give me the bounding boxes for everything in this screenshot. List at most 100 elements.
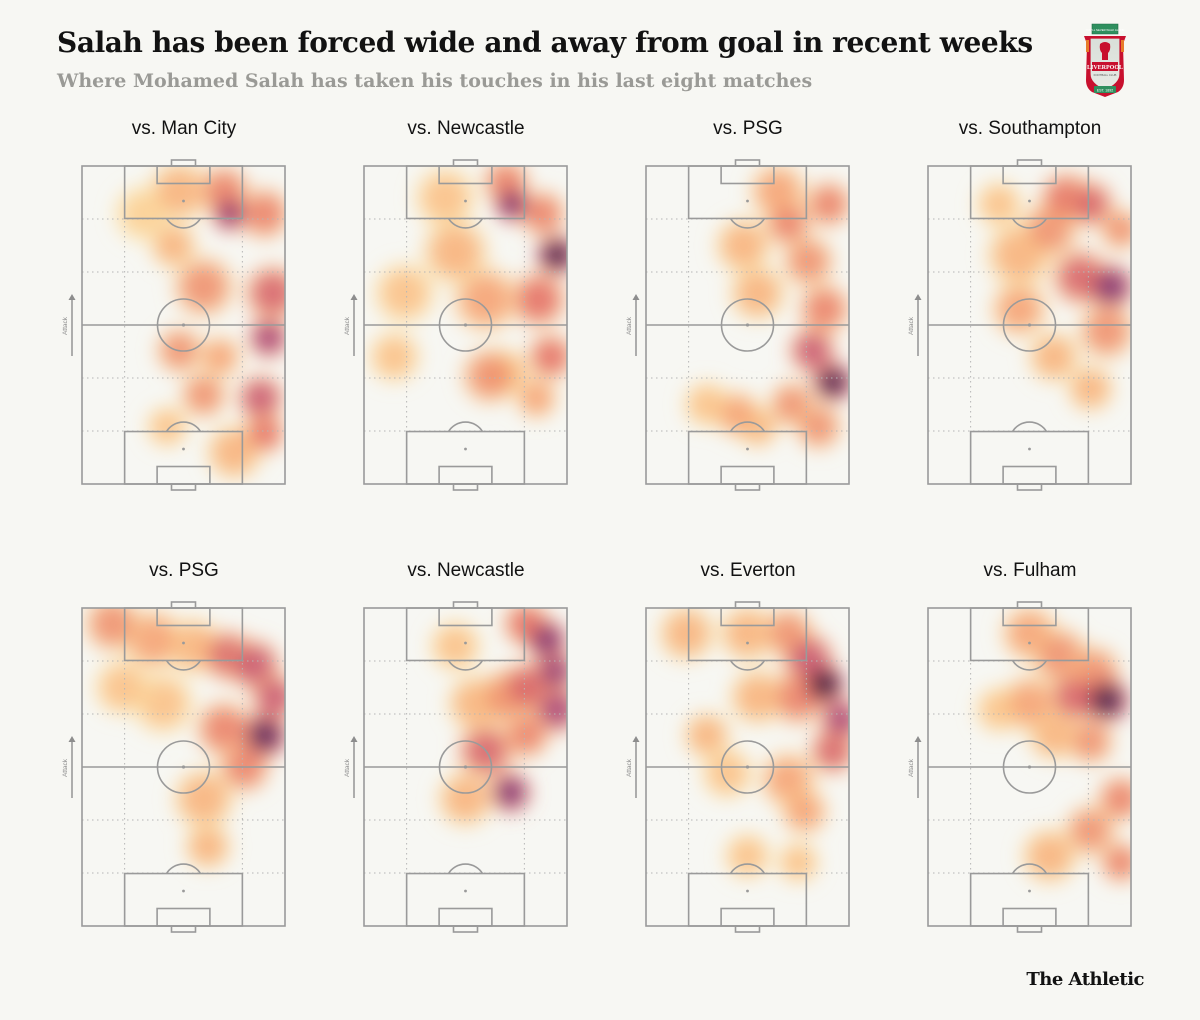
penalty-arc-bottom: [449, 422, 483, 431]
penalty-arc-bottom: [449, 864, 483, 873]
svg-text:EST. 1892: EST. 1892: [1097, 89, 1114, 93]
penalty-box-bottom: [971, 874, 1089, 926]
attack-indicator: Attack: [908, 736, 922, 798]
goal-top: [454, 602, 478, 608]
goal-top: [1018, 160, 1042, 166]
heat-blob: [1035, 338, 1073, 376]
heat-blob: [157, 169, 201, 213]
penalty-spot-top: [182, 200, 185, 203]
svg-text:YOU'LL NEVER WALK ALONE: YOU'LL NEVER WALK ALONE: [1086, 28, 1125, 32]
goal-bottom: [736, 926, 760, 932]
pitch-heatmap: Attack: [82, 118, 288, 498]
attack-arrow-icon: [633, 294, 640, 300]
attack-label: Attack: [344, 758, 351, 777]
goal-bottom: [172, 484, 196, 490]
penalty-spot-top: [1028, 200, 1031, 203]
pitch-heatmap: Attack: [646, 560, 852, 940]
chart-title: Salah has been forced wide and away from…: [57, 26, 1033, 59]
goal-bottom: [454, 484, 478, 490]
heat-blob: [1073, 725, 1107, 759]
heat-blob: [217, 200, 244, 227]
heat-blob: [1094, 270, 1128, 304]
heat-blob: [806, 290, 844, 328]
heat-blob: [1072, 812, 1110, 850]
center-spot: [182, 765, 185, 768]
svg-text:FOOTBALL CLUB: FOOTBALL CLUB: [1094, 73, 1117, 77]
heat-blob: [518, 279, 559, 320]
six-yard-box-bottom: [157, 467, 210, 484]
heat-blob: [191, 829, 225, 863]
heat-layer: [682, 162, 854, 451]
heat-blob: [790, 243, 828, 281]
heat-blob: [723, 225, 764, 266]
penalty-spot-bottom: [182, 448, 185, 451]
center-spot: [182, 323, 185, 326]
penalty-box-bottom: [407, 432, 525, 484]
heat-blob: [205, 341, 236, 372]
heat-blob: [1090, 683, 1124, 717]
center-spot: [746, 323, 749, 326]
pitch-heatmap: Attack: [364, 118, 570, 498]
chart-subtitle: Where Mohamed Salah has taken his touche…: [57, 70, 812, 92]
heat-blob: [521, 383, 552, 414]
attack-label: Attack: [908, 758, 915, 777]
heat-blob: [248, 718, 282, 752]
pitch-heatmap: Attack: [364, 560, 570, 940]
penalty-spot-bottom: [746, 448, 749, 451]
heat-blob: [249, 418, 280, 449]
penalty-spot-bottom: [1028, 448, 1031, 451]
heat-blob: [531, 624, 562, 655]
heat-blob: [152, 411, 183, 442]
attack-indicator: Attack: [62, 294, 76, 356]
heat-blob: [690, 718, 724, 752]
attack-indicator: Attack: [908, 294, 922, 356]
heat-layer: [83, 594, 299, 871]
six-yard-box-bottom: [721, 467, 774, 484]
six-yard-box-bottom: [157, 909, 210, 926]
panel-4: vs. PSG Attack: [82, 560, 332, 960]
goal-bottom: [736, 484, 760, 490]
attack-indicator: Attack: [626, 294, 640, 356]
penalty-spot-top: [1028, 642, 1031, 645]
six-yard-box-bottom: [439, 467, 492, 484]
penalty-box-bottom: [971, 432, 1089, 484]
heat-layer: [975, 604, 1146, 885]
heat-blob: [437, 627, 475, 665]
heat-blob: [1104, 782, 1138, 816]
heat-blob: [182, 265, 226, 309]
panel-7: vs. Fulham Attack: [928, 560, 1178, 960]
pitch-heatmap: Attack: [646, 118, 852, 498]
attack-arrow-icon: [351, 294, 358, 300]
heat-blob: [253, 322, 284, 353]
heat-blob: [666, 613, 707, 654]
pitch-heatmap: Attack: [928, 118, 1134, 498]
heat-blob: [817, 367, 848, 398]
attack-arrow-icon: [69, 736, 76, 742]
penalty-spot-bottom: [464, 448, 467, 451]
heat-blob: [540, 693, 574, 727]
the-athletic-logo: The Athletic: [1026, 969, 1144, 990]
attack-label: Attack: [908, 316, 915, 335]
heat-blob: [376, 338, 414, 376]
heat-blob: [244, 381, 278, 415]
panel-5: vs. Newcastle Attack: [364, 560, 614, 960]
attack-indicator: Attack: [62, 736, 76, 798]
heat-blob: [445, 778, 486, 819]
penalty-spot-top: [464, 200, 467, 203]
six-yard-box-bottom: [1003, 909, 1056, 926]
attack-indicator: Attack: [626, 736, 640, 798]
heat-blob: [534, 340, 568, 374]
heat-layer: [975, 171, 1143, 413]
goal-top: [172, 160, 196, 166]
attack-label: Attack: [626, 316, 633, 335]
penalty-spot-top: [182, 642, 185, 645]
pitch-heatmap: Attack: [82, 560, 288, 940]
panel-3: vs. Southampton Attack: [928, 118, 1178, 518]
attack-indicator: Attack: [344, 736, 358, 798]
heat-blob: [809, 669, 840, 700]
attack-indicator: Attack: [344, 294, 358, 356]
heat-blob: [1073, 187, 1107, 221]
heat-blob: [1029, 836, 1070, 877]
heat-blob: [469, 355, 510, 396]
heat-blob: [1009, 683, 1050, 724]
